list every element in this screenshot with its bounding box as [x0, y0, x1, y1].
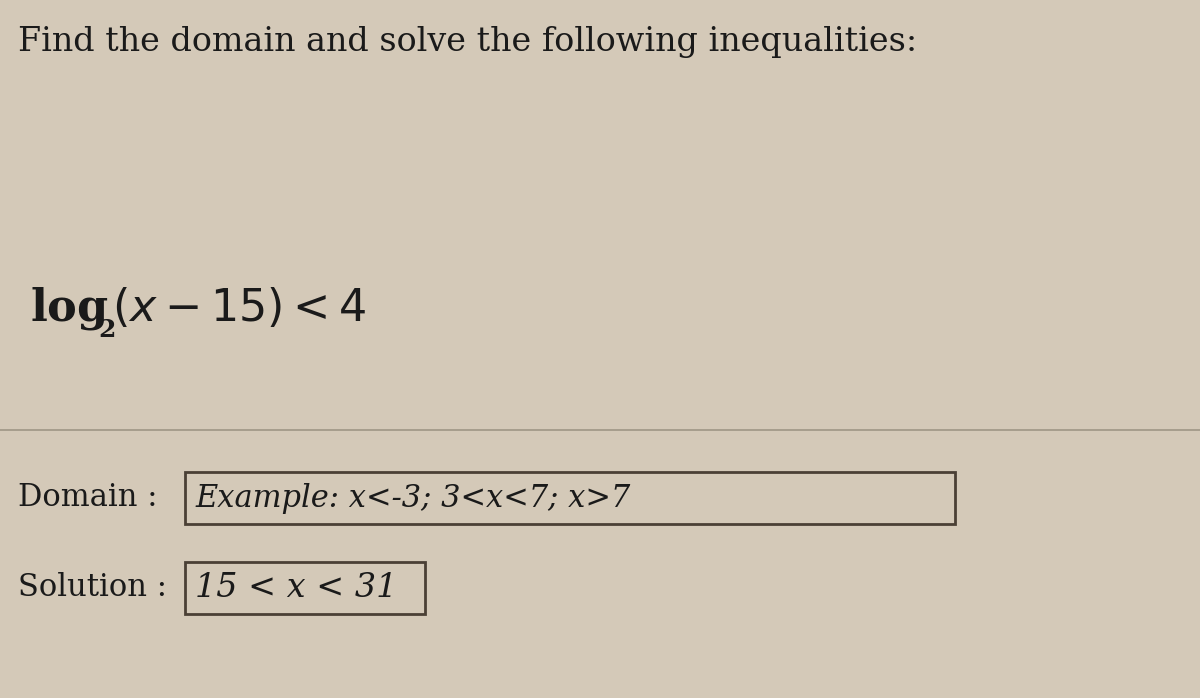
Text: Example: x<-3; 3<x<7; x>7: Example: x<-3; 3<x<7; x>7: [194, 482, 630, 514]
Text: Domain :: Domain :: [18, 482, 167, 514]
Text: 15 < x < 31: 15 < x < 31: [194, 572, 397, 604]
Text: Find the domain and solve the following inequalities:: Find the domain and solve the following …: [18, 26, 917, 58]
Text: $\mathregular{log}$: $\mathregular{log}$: [30, 285, 109, 332]
FancyBboxPatch shape: [185, 472, 955, 524]
FancyBboxPatch shape: [185, 562, 425, 614]
Text: $(x-15)<4$: $(x-15)<4$: [112, 286, 367, 330]
Text: Solution :: Solution :: [18, 572, 176, 604]
Text: 2: 2: [98, 318, 115, 342]
